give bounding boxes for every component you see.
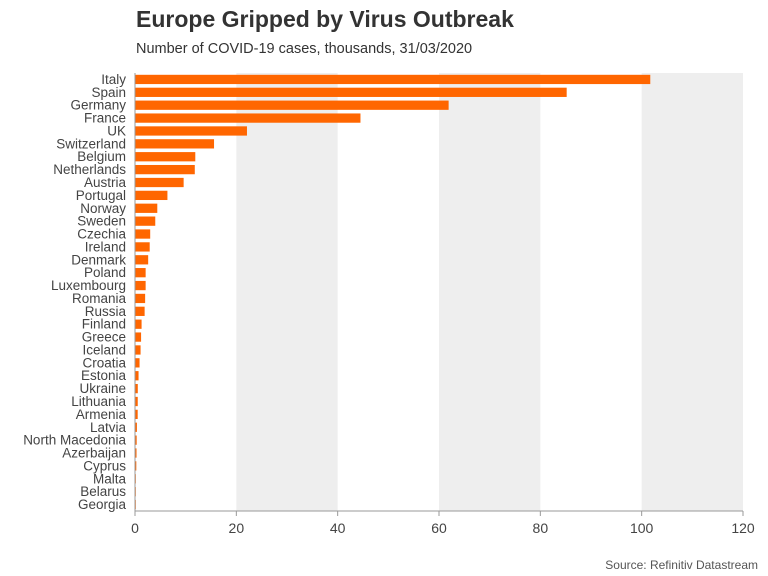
- category-label: Armenia: [76, 407, 127, 422]
- chart-subtitle: Number of COVID-19 cases, thousands, 31/…: [136, 41, 473, 57]
- x-tick-label: 80: [533, 520, 549, 536]
- bar-austria: [135, 177, 184, 188]
- bar-russia: [135, 306, 145, 316]
- bar-uk: [135, 126, 247, 136]
- category-label: Lithuania: [71, 394, 126, 409]
- category-label: Denmark: [71, 252, 126, 267]
- bar-estonia: [135, 371, 139, 381]
- category-label: Russia: [85, 304, 127, 319]
- background-band: [439, 73, 541, 511]
- bar-romania: [135, 293, 146, 304]
- category-label: North Macedonia: [23, 433, 126, 448]
- background-band: [236, 73, 338, 511]
- bar-finland: [135, 319, 142, 329]
- category-label: Malta: [93, 471, 127, 486]
- category-label: Greece: [82, 330, 126, 345]
- category-label: Germany: [70, 98, 126, 113]
- category-label: Iceland: [82, 342, 126, 357]
- background-bands: [236, 73, 743, 511]
- bar-poland: [135, 268, 146, 278]
- category-label: Georgia: [78, 497, 127, 512]
- x-tick-label: 60: [431, 520, 447, 536]
- category-label: Czechia: [77, 227, 126, 242]
- category-label: Ireland: [85, 239, 126, 254]
- category-label: Belgium: [77, 149, 126, 164]
- category-label: Latvia: [90, 420, 127, 435]
- bar-sweden: [135, 216, 156, 226]
- category-label: Italy: [101, 72, 126, 87]
- x-axis: 0 20 40 60 80 100 120: [131, 73, 755, 536]
- bar-iceland: [135, 345, 141, 355]
- bar-netherlands: [135, 164, 195, 175]
- category-label: Belarus: [80, 484, 126, 499]
- category-label: Cyprus: [83, 458, 126, 473]
- x-tick-label: 120: [731, 520, 755, 536]
- category-label: Austria: [84, 175, 127, 190]
- bar-norway: [135, 203, 158, 213]
- category-label: Romania: [72, 291, 127, 306]
- category-label: Norway: [80, 201, 126, 216]
- category-label: Ukraine: [79, 381, 126, 396]
- x-tick-label: 40: [330, 520, 346, 536]
- x-tick-label: 20: [229, 520, 245, 536]
- category-label: Sweden: [77, 214, 126, 229]
- category-label: Netherlands: [53, 162, 126, 177]
- bar-greece: [135, 332, 142, 342]
- bar-spain: [135, 87, 567, 97]
- category-label: Switzerland: [56, 136, 126, 151]
- source-note: Source: Refinitiv Datastream: [605, 558, 758, 572]
- chart-title: Europe Gripped by Virus Outbreak: [136, 6, 514, 32]
- bar-france: [135, 113, 361, 123]
- category-labels: ItalySpainGermanyFranceUKSwitzerlandBelg…: [23, 72, 126, 512]
- bar-italy: [135, 74, 651, 85]
- category-label: Estonia: [81, 368, 127, 383]
- bar-ireland: [135, 242, 150, 252]
- bar-croatia: [135, 358, 140, 368]
- category-label: Croatia: [82, 355, 126, 370]
- bar-luxembourg: [135, 280, 146, 291]
- category-label: France: [84, 111, 126, 126]
- bars: [135, 74, 651, 510]
- bar-switzerland: [135, 139, 215, 149]
- bar-lithuania: [135, 396, 138, 407]
- bar-portugal: [135, 190, 168, 201]
- category-label: Spain: [91, 85, 126, 100]
- category-label: Portugal: [76, 188, 126, 203]
- category-label: Luxembourg: [51, 278, 126, 293]
- x-tick-label: 100: [630, 520, 654, 536]
- category-label: Azerbaijan: [62, 446, 126, 461]
- bar-germany: [135, 100, 449, 110]
- bar-cyprus: [135, 461, 137, 471]
- category-label: Finland: [82, 317, 126, 332]
- category-label: UK: [107, 123, 126, 138]
- bar-latvia: [135, 422, 137, 432]
- category-label: Poland: [84, 265, 126, 280]
- bar-north-macedonia: [135, 435, 137, 445]
- bar-azerbaijan: [135, 448, 137, 458]
- bar-ukraine: [135, 383, 138, 394]
- bar-czechia: [135, 229, 151, 239]
- bar-denmark: [135, 255, 149, 265]
- x-tick-label: 0: [131, 520, 139, 536]
- bar-armenia: [135, 409, 138, 420]
- bar-belgium: [135, 152, 196, 162]
- background-band: [641, 73, 743, 511]
